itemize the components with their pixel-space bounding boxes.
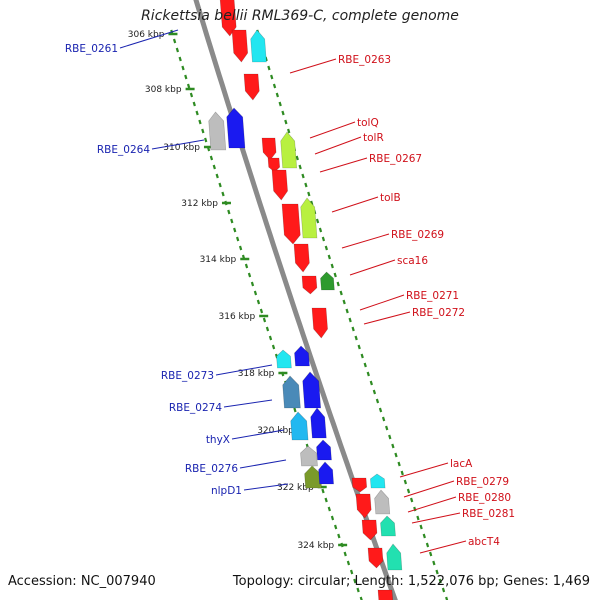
- gene-label-leader: [363, 311, 411, 325]
- scale-label: 316 kbp: [219, 312, 256, 322]
- gene-label-rbe_0281[interactable]: RBE_0281: [462, 508, 515, 520]
- accession-text: Accession: NC_007940: [8, 574, 156, 589]
- gene-arrow[interactable]: [267, 157, 281, 173]
- gene-arrow[interactable]: [226, 107, 246, 149]
- gene-arrow[interactable]: [310, 407, 327, 439]
- gene-arrow[interactable]: [302, 371, 322, 409]
- gene-label-tolq[interactable]: tolQ: [357, 117, 379, 129]
- gene-label-leader: [289, 58, 337, 74]
- gene-label-leader: [349, 259, 396, 276]
- gene-label-leader: [359, 294, 405, 311]
- gene-arrow[interactable]: [294, 345, 310, 367]
- gene-arrow[interactable]: [301, 275, 318, 295]
- scale-label: 312 kbp: [181, 199, 218, 209]
- gene-label-leader: [407, 496, 457, 513]
- gene-arrow[interactable]: [243, 73, 260, 101]
- gene-arrow[interactable]: [380, 515, 396, 537]
- gene-label-leader: [403, 480, 455, 498]
- scale-label: 318 kbp: [238, 369, 275, 379]
- scale-label: 306 kbp: [128, 30, 165, 40]
- scale-label: 322 kbp: [277, 483, 314, 493]
- gene-arrow[interactable]: [355, 493, 372, 519]
- gene-label-leader: [419, 540, 467, 554]
- scale-label: 314 kbp: [200, 255, 237, 265]
- gene-label-rbe_0269[interactable]: RBE_0269: [391, 229, 444, 241]
- gene-arrow[interactable]: [290, 411, 309, 441]
- gene-label-rbe_0263[interactable]: RBE_0263: [338, 54, 391, 66]
- gene-label-rbe_0273[interactable]: RBE_0273: [161, 370, 214, 382]
- gene-label-laca[interactable]: lacA: [450, 458, 473, 470]
- gene-arrow[interactable]: [386, 543, 403, 571]
- genome-summary-text: Topology: circular; Length: 1,522,076 bp…: [232, 574, 590, 589]
- scale-label: 310 kbp: [163, 143, 200, 153]
- gene-arrow[interactable]: [318, 461, 334, 485]
- gene-arrow[interactable]: [311, 307, 328, 339]
- gene-label-thyx[interactable]: thyX: [206, 434, 230, 446]
- genome-title: Rickettsia bellii RML369-C, complete gen…: [141, 8, 459, 24]
- gene-arrow[interactable]: [293, 243, 310, 273]
- gene-label-sca16[interactable]: sca16: [397, 255, 428, 267]
- gene-label-leader: [314, 136, 362, 155]
- gene-arrow[interactable]: [320, 271, 335, 291]
- gene-label-tolr[interactable]: tolR: [363, 132, 384, 144]
- gene-label-rbe_0261[interactable]: RBE_0261: [65, 43, 118, 55]
- gene-label-rbe_0272[interactable]: RBE_0272: [412, 307, 465, 319]
- gene-label-leader: [411, 512, 461, 524]
- gene-arrow[interactable]: [261, 137, 277, 161]
- gene-arrow[interactable]: [374, 489, 391, 515]
- gene-label-leader: [309, 121, 356, 139]
- gene-arrow[interactable]: [351, 477, 368, 493]
- gene-label-leader: [239, 459, 287, 469]
- gene-arrow[interactable]: [377, 589, 394, 600]
- gene-arrow[interactable]: [281, 203, 301, 245]
- gene-label-rbe_0271[interactable]: RBE_0271: [406, 290, 459, 302]
- gene-label-rbe_0280[interactable]: RBE_0280: [458, 492, 511, 504]
- gene-arrow[interactable]: [361, 519, 378, 541]
- gene-arrow[interactable]: [280, 131, 298, 169]
- gene-label-leader: [243, 483, 289, 491]
- gene-label-abct4[interactable]: abcT4: [468, 536, 500, 548]
- gene-glyphs: [208, 0, 403, 600]
- gene-arrow[interactable]: [250, 29, 267, 63]
- scale-label: 308 kbp: [145, 85, 182, 95]
- gene-arrow[interactable]: [276, 349, 292, 369]
- gene-arrow[interactable]: [282, 375, 301, 409]
- gene-label-rbe_0274[interactable]: RBE_0274: [169, 402, 222, 414]
- gene-label-rbe_0276[interactable]: RBE_0276: [185, 463, 238, 475]
- gene-label-rbe_0279[interactable]: RBE_0279: [456, 476, 509, 488]
- gene-label-rbe_0267[interactable]: RBE_0267: [369, 153, 422, 165]
- gene-label-leader: [119, 29, 179, 49]
- gene-label-leader: [223, 399, 273, 408]
- gene-label-leader: [215, 364, 273, 376]
- gene-arrow[interactable]: [271, 169, 288, 201]
- gene-arrow[interactable]: [231, 29, 249, 63]
- gene-arrow[interactable]: [208, 111, 227, 151]
- gene-label-tolb[interactable]: tolB: [380, 192, 401, 204]
- gene-arrow[interactable]: [316, 439, 332, 461]
- scale-label: 324 kbp: [297, 541, 334, 551]
- gene-arrow[interactable]: [370, 473, 386, 489]
- gene-arrow[interactable]: [367, 547, 384, 569]
- gene-label-leader: [399, 462, 449, 478]
- gene-label-leader: [231, 429, 285, 440]
- gene-label-leader: [319, 157, 368, 173]
- gene-label-leader: [331, 196, 379, 213]
- gene-label-leader: [151, 139, 205, 150]
- gene-label-nlpd1[interactable]: nlpD1: [211, 485, 242, 497]
- gene-label-rbe_0264[interactable]: RBE_0264: [97, 144, 150, 156]
- gene-label-leader: [341, 233, 390, 249]
- gene-arrow[interactable]: [300, 445, 318, 467]
- gene-arrow[interactable]: [300, 197, 318, 239]
